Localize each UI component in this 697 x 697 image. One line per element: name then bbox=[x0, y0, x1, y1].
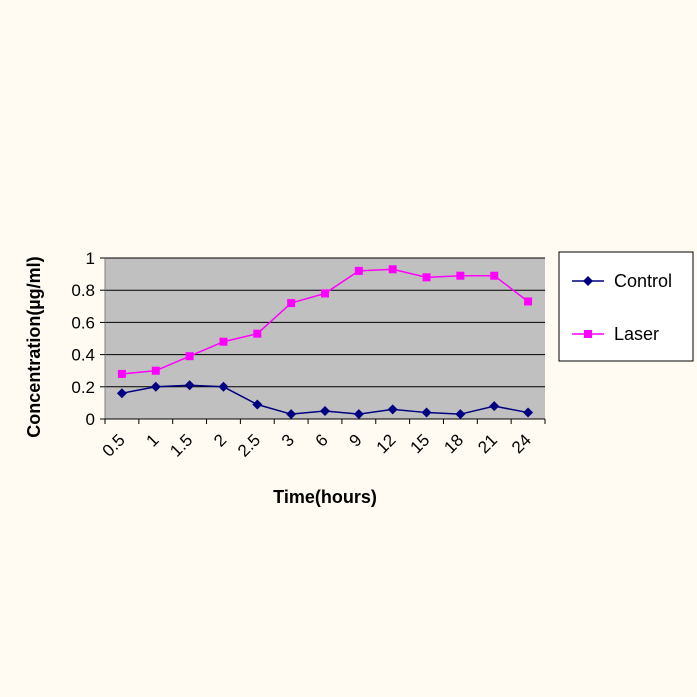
data-point bbox=[117, 369, 126, 378]
y-tick-label: 0.2 bbox=[71, 378, 95, 397]
data-point bbox=[524, 297, 533, 306]
data-point bbox=[523, 407, 534, 418]
data-point bbox=[421, 407, 432, 418]
data-point bbox=[151, 366, 160, 375]
data-point bbox=[455, 409, 466, 420]
data-point bbox=[286, 409, 297, 420]
data-point bbox=[150, 381, 161, 392]
data-point bbox=[353, 409, 364, 420]
legend: Control Laser bbox=[558, 251, 694, 362]
x-tick-label: 6 bbox=[312, 430, 332, 450]
data-point bbox=[320, 405, 330, 416]
plot-area bbox=[105, 258, 545, 419]
series-laser bbox=[117, 265, 533, 378]
data-point bbox=[218, 381, 229, 392]
x-tick-label: 1 bbox=[142, 430, 162, 450]
data-point bbox=[287, 299, 296, 308]
x-tick-label: 1.5 bbox=[166, 430, 196, 460]
x-axis-title: Time(hours) bbox=[273, 487, 377, 507]
x-axis-ticks: 0.5 1 1.5 2 2.5 3 6 9 12 15 18 21 24 bbox=[99, 419, 546, 461]
x-tick-label: 18 bbox=[440, 430, 467, 457]
data-point bbox=[116, 388, 127, 399]
y-tick-label: 1 bbox=[86, 249, 95, 268]
x-tick-label: 12 bbox=[373, 430, 400, 457]
data-point bbox=[489, 401, 500, 412]
data-point bbox=[388, 265, 397, 274]
y-tick-label: 0.8 bbox=[71, 281, 95, 300]
data-point bbox=[219, 337, 228, 346]
x-tick-label: 3 bbox=[278, 430, 298, 450]
data-point bbox=[252, 399, 263, 410]
y-tick-label: 0.4 bbox=[71, 346, 95, 365]
y-tick-label: 0.6 bbox=[71, 313, 95, 332]
legend-laser-label: Laser bbox=[614, 324, 659, 344]
x-tick-label: 21 bbox=[474, 430, 501, 457]
legend-laser-marker bbox=[584, 330, 592, 338]
y-tick-label: 0 bbox=[86, 410, 95, 429]
data-point bbox=[490, 271, 499, 280]
x-tick-label: 2 bbox=[210, 430, 230, 450]
y-axis-title: Concentration(µg/ml) bbox=[24, 256, 44, 437]
data-point bbox=[184, 380, 195, 391]
data-point bbox=[456, 271, 465, 280]
x-tick-label: 0.5 bbox=[99, 430, 129, 460]
legend-box bbox=[558, 251, 694, 362]
data-point bbox=[387, 404, 398, 415]
data-point bbox=[321, 289, 329, 298]
x-tick-label: 24 bbox=[508, 430, 535, 457]
x-tick-label: 15 bbox=[407, 430, 434, 457]
x-tick-label: 9 bbox=[346, 430, 366, 450]
series-layer bbox=[116, 265, 534, 420]
data-point bbox=[422, 273, 431, 282]
gridlines bbox=[105, 257, 545, 388]
data-point bbox=[354, 266, 363, 275]
data-point bbox=[253, 329, 262, 338]
y-axis-ticks: 0 0.2 0.4 0.6 0.8 1 bbox=[71, 249, 105, 429]
series-control bbox=[116, 380, 534, 420]
x-tick-label: 2.5 bbox=[234, 430, 264, 460]
data-point bbox=[185, 352, 194, 361]
legend-control-label: Control bbox=[614, 271, 672, 291]
legend-control-marker bbox=[583, 276, 593, 286]
